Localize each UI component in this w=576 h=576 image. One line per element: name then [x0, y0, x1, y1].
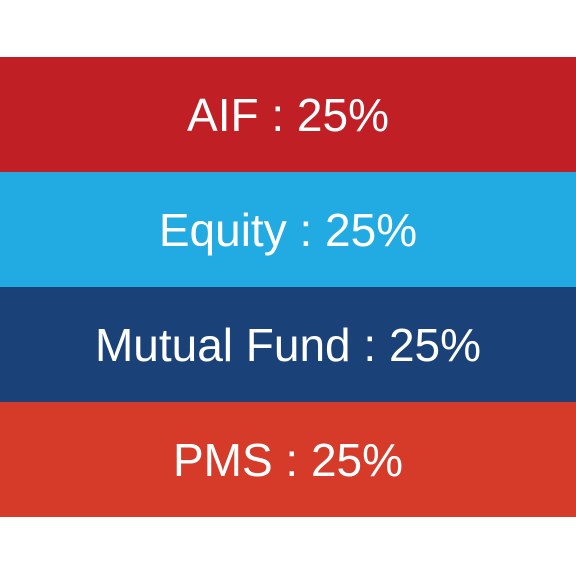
allocation-stack: AIF : 25% Equity : 25% Mutual Fund : 25%… — [0, 57, 576, 517]
band-label-equity: Equity : 25% — [158, 203, 418, 256]
band-label-aif: AIF : 25% — [187, 88, 389, 141]
band-mutual-fund: Mutual Fund : 25% — [0, 287, 576, 402]
band-equity: Equity : 25% — [0, 172, 576, 287]
band-aif: AIF : 25% — [0, 57, 576, 172]
band-pms: PMS : 25% — [0, 402, 576, 517]
band-label-mutual-fund: Mutual Fund : 25% — [94, 318, 482, 371]
band-label-pms: PMS : 25% — [172, 433, 404, 486]
